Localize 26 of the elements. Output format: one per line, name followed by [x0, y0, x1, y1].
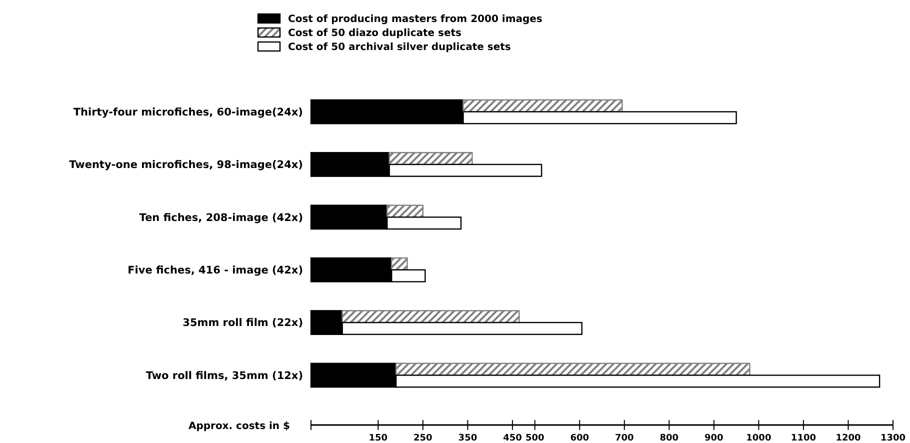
bar: [388, 152, 473, 166]
x-tick-label: 800: [660, 433, 679, 443]
y-tick-label: 35mm roll film (22x): [182, 317, 303, 330]
x-tick-label: 1000: [746, 433, 772, 443]
x-tick-label: 150: [368, 433, 388, 443]
legend-label: Cost of 50 diazo duplicate sets: [288, 28, 462, 39]
y-tick-label: Thirty-four microfiches, 60-image(24x): [73, 106, 303, 118]
bar: [342, 310, 520, 324]
x-tick-label: 450: [503, 433, 522, 443]
y-tick-label: Two roll films, 35mm (12x): [146, 370, 303, 382]
x-tick-label: 900: [704, 433, 724, 443]
x-tick-label: 1200: [836, 433, 861, 443]
legend-label: Cost of producing masters from 2000 images: [288, 14, 542, 25]
y-tick-label: Twenty-one microfiches, 98-image(24x): [69, 159, 303, 172]
x-tick-label: 500: [525, 433, 544, 443]
legend-label: Cost of 50 archival silver duplicate sets: [288, 42, 511, 53]
bar: [386, 204, 424, 218]
x-tick-label: 1300: [880, 433, 906, 443]
x-tick-label: 350: [458, 433, 478, 443]
y-tick-label: Five fiches, 416 - image (42x): [128, 264, 303, 277]
x-axis-title: Approx. costs in $: [188, 421, 290, 432]
x-tick-label: 700: [614, 433, 634, 443]
x-tick-label: 600: [570, 433, 590, 443]
y-tick-label: Ten fiches, 208-image (42x): [139, 212, 303, 224]
x-tick-label: 1100: [790, 433, 816, 443]
x-tick-label: 250: [414, 433, 432, 443]
